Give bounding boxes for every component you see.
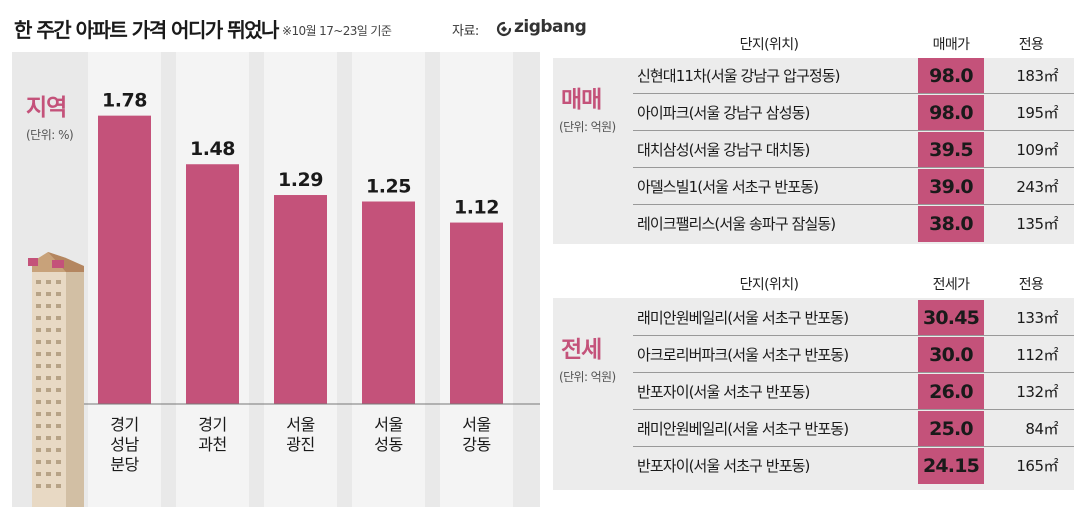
sale-header-area: 전용: [1018, 37, 1044, 53]
table-row: 대치삼성(서울 강남구 대치동) 39.5 109㎡: [633, 132, 1074, 168]
category-label: 서울: [374, 415, 402, 434]
table-row: 아델스빌1(서울 서초구 반포동) 39.0 243㎡: [633, 169, 1074, 205]
price-value: 30.0: [918, 337, 984, 373]
area-value: 133㎡: [1016, 309, 1058, 327]
complex-name: 아이파크(서울 강남구 삼성동): [637, 104, 810, 122]
complex-name: 신현대11차(서울 강남구 압구정동): [637, 67, 841, 85]
rent-header-price: 전세가: [932, 277, 970, 293]
rent-section-label: 전세: [561, 337, 602, 363]
bar-value-label: 1.25: [366, 176, 411, 198]
area-value: 195㎡: [1016, 104, 1058, 122]
apartment-building-icon: [28, 252, 84, 507]
chart-unit: (단위: %): [26, 128, 74, 142]
bar: [362, 201, 415, 404]
brand-name: zigbang: [514, 17, 587, 37]
zigbang-logo-icon: [496, 21, 512, 37]
category-label: 광진: [286, 435, 314, 454]
category-label: 경기: [198, 415, 226, 434]
bar-value-label: 1.29: [278, 169, 323, 191]
category-label: 과천: [198, 435, 226, 454]
category-label: 서울: [286, 415, 314, 434]
category-label: 분당: [110, 455, 139, 474]
area-value: 84㎡: [1025, 420, 1058, 438]
date-note: ※10월 17~23일 기준: [282, 24, 392, 38]
table-row: 아이파크(서울 강남구 삼성동) 98.0 195㎡: [633, 95, 1074, 131]
header: 한 주간 아파트 가격 어디가 뛰었나 ※10월 17~23일 기준 자료: z…: [0, 0, 587, 48]
rent-table-header: 단지(위치) 전세가 전용: [553, 270, 1074, 294]
category-label: 성남: [110, 435, 139, 454]
area-value: 243㎡: [1016, 178, 1058, 196]
complex-name: 레이크팰리스(서울 송파구 잠실동): [637, 215, 836, 233]
complex-name: 아크로리버파크(서울 서초구 반포동): [637, 346, 849, 364]
row-divider: [633, 93, 1074, 94]
area-value: 109㎡: [1016, 141, 1058, 159]
table-row: 반포자이(서울 서초구 반포동) 26.0 132㎡: [633, 374, 1074, 410]
price-value: 25.0: [918, 411, 984, 447]
table-row: 신현대11차(서울 강남구 압구정동) 98.0 183㎡: [633, 58, 1074, 94]
rent-header-name: 단지(위치): [739, 277, 799, 293]
complex-name: 아델스빌1(서울 서초구 반포동): [637, 178, 819, 196]
category-label: 성동: [374, 435, 402, 454]
price-value: 30.45: [918, 300, 984, 336]
area-value: 132㎡: [1016, 383, 1058, 401]
area-value: 112㎡: [1016, 346, 1058, 364]
page-title: 한 주간 아파트 가격 어디가 뛰었나: [14, 18, 279, 42]
row-divider: [633, 372, 1074, 373]
price-value: 24.15: [918, 448, 984, 484]
sale-unit: (단위: 억원): [559, 120, 616, 134]
price-value: 98.0: [918, 58, 984, 94]
complex-name: 래미안원베일리(서울 서초구 반포동): [637, 309, 849, 327]
area-value: 165㎡: [1016, 457, 1058, 475]
bar-value-label: 1.48: [190, 138, 235, 160]
table-row: 레이크팰리스(서울 송파구 잠실동) 38.0 135㎡: [633, 206, 1074, 242]
price-value: 98.0: [918, 95, 984, 131]
area-value: 135㎡: [1016, 215, 1058, 233]
table-row: 래미안원베일리(서울 서초구 반포동) 25.0 84㎡: [633, 411, 1074, 447]
sale-header-price: 매매가: [932, 37, 970, 53]
complex-name: 반포자이(서울 서초구 반포동): [637, 457, 810, 475]
rent-header-area: 전용: [1018, 277, 1044, 293]
bar: [450, 222, 503, 404]
price-value: 39.0: [918, 169, 984, 205]
chart-title: 지역: [26, 95, 67, 121]
complex-name: 래미안원베일리(서울 서초구 반포동): [637, 420, 849, 438]
bar: [98, 115, 151, 404]
rent-table: 전세 (단위: 억원) 래미안원베일리(서울 서초구 반포동) 30.45 13…: [553, 298, 1074, 490]
bar-value-label: 1.78: [102, 90, 147, 112]
complex-name: 반포자이(서울 서초구 반포동): [637, 383, 810, 401]
sale-section-label: 매매: [561, 87, 602, 113]
bar: [274, 195, 327, 404]
category-label: 서울: [462, 415, 490, 434]
bar: [186, 164, 239, 404]
area-value: 183㎡: [1016, 67, 1058, 85]
source-label: 자료:: [452, 24, 479, 39]
row-divider: [633, 409, 1074, 410]
bar-chart: 1.78경기성남분당1.48경기과천1.29서울광진1.25서울성동1.12서울…: [82, 52, 540, 507]
sale-table-header: 단지(위치) 매매가 전용: [553, 30, 1074, 54]
complex-name: 대치삼성(서울 강남구 대치동): [637, 141, 810, 159]
category-label: 경기: [110, 415, 138, 434]
bar-value-label: 1.12: [454, 197, 499, 219]
row-divider: [633, 204, 1074, 205]
table-row: 반포자이(서울 서초구 반포동) 24.15 165㎡: [633, 448, 1074, 484]
price-value: 26.0: [918, 374, 984, 410]
sale-table: 매매 (단위: 억원) 신현대11차(서울 강남구 압구정동) 98.0 183…: [553, 58, 1074, 244]
rent-unit: (단위: 억원): [559, 370, 616, 384]
row-divider: [633, 167, 1074, 168]
category-label: 강동: [462, 435, 490, 454]
row-divider: [633, 130, 1074, 131]
sale-header-name: 단지(위치): [739, 37, 799, 53]
table-row: 아크로리버파크(서울 서초구 반포동) 30.0 112㎡: [633, 337, 1074, 373]
bar-chart-panel: 1.78 경기 성남 분당 1.48 경기 과천 1.29 서울 광진 1.25 서울 성동 1.12 서울…: [12, 52, 540, 507]
table-row: 래미안원베일리(서울 서초구 반포동) 30.45 133㎡: [633, 300, 1074, 336]
price-value: 39.5: [918, 132, 984, 168]
row-divider: [633, 335, 1074, 336]
price-value: 38.0: [918, 206, 984, 242]
row-divider: [633, 446, 1074, 447]
